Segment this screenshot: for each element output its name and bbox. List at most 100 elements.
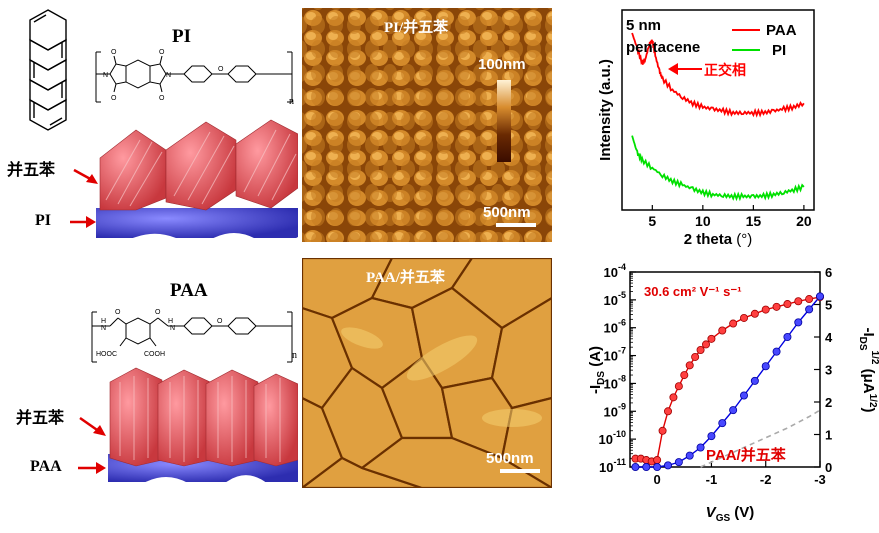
paa-pentacene-film-illustration: [108, 367, 298, 492]
transfer-sqrt-ids-point: [750, 376, 759, 385]
svg-text:O: O: [159, 49, 165, 56]
pi-pentacene-film-illustration: [96, 119, 298, 242]
svg-text:H: H: [168, 318, 173, 325]
afm-pi-scale-bar-label: 500nm: [483, 204, 531, 221]
transfer-left-axis-label-unit: (A): [587, 346, 604, 371]
transfer-sqrt-ids-point: [772, 347, 781, 356]
transfer-right-tick-label: 1: [825, 428, 832, 443]
xrd-chart: 5 10 15 20 5 nm pentacene 正交相 PAA PI Intens…: [597, 9, 815, 248]
transfer-sqrt-ids-point: [729, 406, 738, 415]
transfer-ids-point: [707, 334, 716, 343]
transfer-x-tick-label: -2: [760, 472, 772, 487]
svg-text:O: O: [115, 309, 121, 316]
svg-text:O: O: [218, 66, 224, 73]
transfer-ids-point: [794, 297, 803, 306]
transfer-left-tick-label: 10-5: [604, 290, 626, 308]
pi-title: PI: [172, 26, 191, 47]
transfer-ids-point: [653, 456, 662, 465]
transfer-left-tick-label: 10-11: [599, 457, 626, 475]
transfer-ids-line: [635, 296, 821, 463]
xrd-series-pi: [631, 135, 805, 202]
transfer-sqrt-ids-point: [631, 462, 640, 471]
pi-schematic-panel: PI O O O O N N O n: [0, 0, 300, 245]
svg-text:N: N: [103, 72, 108, 79]
pi-formula-n: n: [289, 96, 294, 107]
arrow-right-icon: [78, 462, 106, 474]
transfer-right-axis-label-main: -I: [860, 327, 877, 336]
transfer-sqrt-ids-point: [783, 333, 792, 342]
transfer-left-tick-label: 10-10: [599, 429, 626, 447]
xrd-x-axis-label-unit: (°): [736, 231, 752, 248]
xrd-legend-pi: PI: [772, 42, 786, 59]
transfer-ids-point: [664, 407, 673, 416]
transfer-ids-point: [761, 305, 770, 314]
transfer-left-tick-label: 10-4: [604, 262, 626, 280]
svg-text:N: N: [166, 72, 171, 79]
transfer-sqrt-ids-point: [794, 318, 803, 327]
transfer-sqrt-ids-point: [664, 461, 673, 470]
transfer-ids-point: [783, 300, 792, 309]
svg-text:O: O: [111, 49, 117, 56]
transfer-x-axis-label-unit: (V): [730, 504, 754, 521]
transfer-right-axis-label-unit-sup: 1/2: [867, 394, 878, 408]
afm-image-paa: PAA/并五苯 500nm: [302, 258, 552, 488]
pi-structure-formula: O O O O N N O: [95, 49, 293, 103]
afm-pi-colorbar-label: 100nm: [478, 56, 526, 73]
paa-substrate-label: PAA: [30, 458, 62, 475]
transfer-sqrt-ids-point: [805, 305, 814, 314]
transfer-sqrt-ids-point: [739, 391, 748, 400]
transfer-sqrt-ids-point: [642, 462, 651, 471]
transfer-ids-point: [680, 371, 689, 380]
afm-paa-scale-bar-label: 500nm: [486, 450, 534, 467]
transfer-sqrt-ids-point: [653, 462, 662, 471]
transfer-x-axis-label-main: V: [706, 504, 718, 521]
xrd-x-axis-label-main: 2 theta: [684, 231, 733, 248]
transfer-right-tick-label: 3: [825, 363, 832, 378]
transfer-left-tick-label: 10-9: [604, 401, 626, 419]
transfer-ids-point: [674, 382, 683, 391]
paa-pentacene-label: 并五苯: [16, 410, 65, 427]
xrd-x-axis-label: 2 theta (°): [684, 231, 753, 248]
transfer-ids-point: [685, 361, 694, 370]
scale-bar: [496, 223, 536, 227]
transfer-sqrt-ids-points: [631, 292, 824, 471]
pentacene-molecule-icon: [29, 9, 67, 131]
transfer-ids-point: [805, 295, 814, 304]
transfer-right-tick-label: 6: [825, 265, 832, 280]
transfer-left-axis-label-sub: DS: [596, 371, 607, 385]
xrd-plot-frame: [621, 9, 815, 211]
transfer-left-tick-label: 10-7: [604, 346, 626, 364]
transfer-ids-point: [729, 319, 738, 328]
svg-text:H: H: [101, 318, 106, 325]
transfer-ids-points: [631, 293, 824, 466]
svg-text:O: O: [217, 318, 223, 325]
transfer-plot-frame: [629, 271, 821, 468]
transfer-sqrt-ids-point: [815, 292, 824, 301]
svg-text:N: N: [101, 325, 106, 332]
transfer-sqrt-ids-point: [718, 419, 727, 428]
transfer-ids-point: [669, 393, 678, 402]
transfer-x-tick-label: -1: [706, 472, 718, 487]
transfer-x-tick-label: 0: [654, 472, 661, 487]
transfer-ids-point: [696, 346, 705, 355]
arrow-right-icon: [79, 416, 106, 436]
transfer-sqrt-ids-line: [635, 295, 821, 468]
transfer-ids-point: [739, 313, 748, 322]
transfer-sqrt-ids-point: [761, 362, 770, 371]
svg-text:O: O: [155, 309, 161, 316]
transfer-ids-point: [691, 352, 700, 361]
transfer-right-axis-label-sub: DS: [857, 337, 868, 351]
svg-text:N: N: [170, 325, 175, 332]
transfer-mobility-annotation: 30.6 cm² V⁻¹ s⁻¹: [644, 284, 742, 299]
xrd-y-axis-label: Intensity (a.u.): [597, 59, 614, 161]
transfer-right-axis-label: -IDS1/2 (μA1/2): [857, 327, 879, 412]
transfer-right-tick-label: 2: [825, 395, 832, 410]
afm-pi-title: PI/并五苯: [384, 20, 449, 36]
pi-substrate-label: PI: [35, 212, 51, 229]
afm-colorbar: [497, 80, 511, 162]
xrd-x-tick-label: 5: [648, 213, 656, 229]
pi-pentacene-label: 并五苯: [7, 162, 56, 179]
